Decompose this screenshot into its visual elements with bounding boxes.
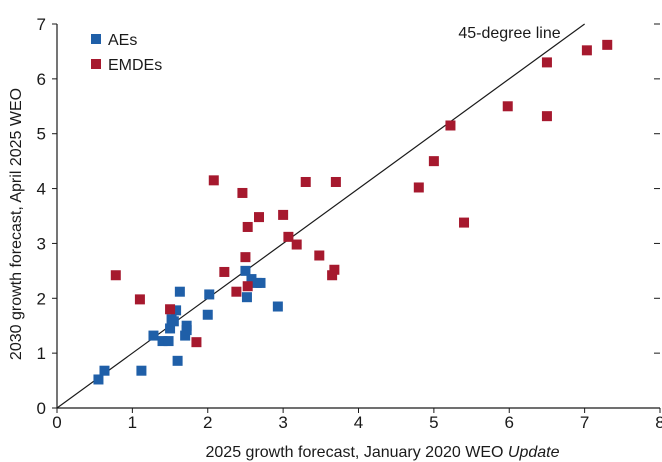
- data-point-emdes: [254, 212, 265, 223]
- data-point-aes: [204, 289, 215, 300]
- x-tick-label: 7: [580, 413, 589, 432]
- y-tick-label: 6: [37, 70, 46, 89]
- data-point-aes: [181, 320, 192, 331]
- data-point-emdes: [330, 176, 341, 187]
- data-point-aes: [157, 336, 168, 347]
- x-tick-label: 6: [505, 413, 514, 432]
- data-point-aes: [172, 355, 183, 366]
- data-point-aes: [148, 330, 159, 341]
- reference-line-45-degree: [56, 23, 585, 409]
- data-point-emdes: [240, 252, 251, 263]
- data-point-aes: [246, 274, 257, 285]
- legend-swatch-aes: [91, 34, 101, 44]
- x-axis-title: 2025 growth forecast, January 2020 WEO U…: [206, 444, 560, 461]
- data-point-emdes: [110, 270, 121, 281]
- data-point-emdes: [219, 266, 230, 277]
- data-point-emdes: [237, 187, 248, 198]
- y-tick-label: 7: [37, 15, 46, 34]
- data-point-aes: [136, 365, 147, 376]
- data-point-aes: [171, 305, 182, 316]
- data-point-emdes: [541, 57, 552, 68]
- y-tick-label: 2: [37, 289, 46, 308]
- data-point-emdes: [428, 156, 439, 167]
- legend-swatch-emdes: [91, 59, 101, 69]
- data-point-emdes: [231, 286, 242, 297]
- data-point-aes: [272, 301, 283, 312]
- data-point-aes: [163, 336, 174, 347]
- x-tick-label: 8: [655, 413, 662, 432]
- x-tick-label: 3: [278, 413, 287, 432]
- data-point-aes: [240, 265, 251, 276]
- x-tick-label: 4: [354, 413, 363, 432]
- data-point-aes: [255, 277, 266, 288]
- data-point-emdes: [300, 176, 311, 187]
- data-point-emdes: [445, 120, 456, 131]
- legend-label-aes: AEs: [108, 32, 137, 49]
- y-tick-label: 3: [37, 234, 46, 253]
- data-point-emdes: [602, 39, 613, 50]
- y-tick-label: 5: [37, 125, 46, 144]
- data-point-emdes: [242, 281, 253, 292]
- data-point-emdes: [541, 111, 552, 122]
- data-point-emdes: [165, 304, 176, 315]
- data-point-emdes: [502, 101, 513, 112]
- data-point-aes: [202, 309, 213, 320]
- data-point-emdes: [134, 294, 145, 305]
- data-point-emdes: [283, 231, 294, 242]
- data-point-emdes: [329, 264, 340, 275]
- data-point-aes: [165, 323, 176, 334]
- data-point-aes: [174, 286, 185, 297]
- x-tick-label: 2: [203, 413, 212, 432]
- y-axis-title: 2030 growth forecast, April 2025 WEO: [8, 88, 25, 360]
- data-point-emdes: [291, 239, 302, 250]
- data-point-aes: [241, 292, 252, 303]
- data-point-emdes: [191, 337, 202, 348]
- y-tick-label: 0: [37, 399, 46, 418]
- data-point-emdes: [208, 175, 219, 186]
- legend-label-emdes: EMDEs: [108, 57, 162, 74]
- data-point-emdes: [242, 221, 253, 232]
- data-point-emdes: [413, 182, 424, 193]
- data-point-aes: [99, 365, 110, 376]
- data-point-aes: [168, 316, 179, 327]
- data-point-aes: [180, 330, 191, 341]
- data-point-emdes: [314, 250, 325, 261]
- x-tick-label: 5: [429, 413, 438, 432]
- reference-line-label: 45-degree line: [458, 25, 560, 42]
- y-tick-label: 1: [37, 344, 46, 363]
- data-point-emdes: [327, 270, 338, 281]
- data-point-aes: [93, 374, 104, 385]
- data-point-emdes: [459, 217, 470, 228]
- data-point-emdes: [278, 209, 289, 220]
- y-tick-label: 4: [37, 180, 46, 199]
- x-tick-label: 1: [128, 413, 137, 432]
- data-point-emdes: [581, 45, 592, 56]
- x-tick-label: 0: [52, 413, 61, 432]
